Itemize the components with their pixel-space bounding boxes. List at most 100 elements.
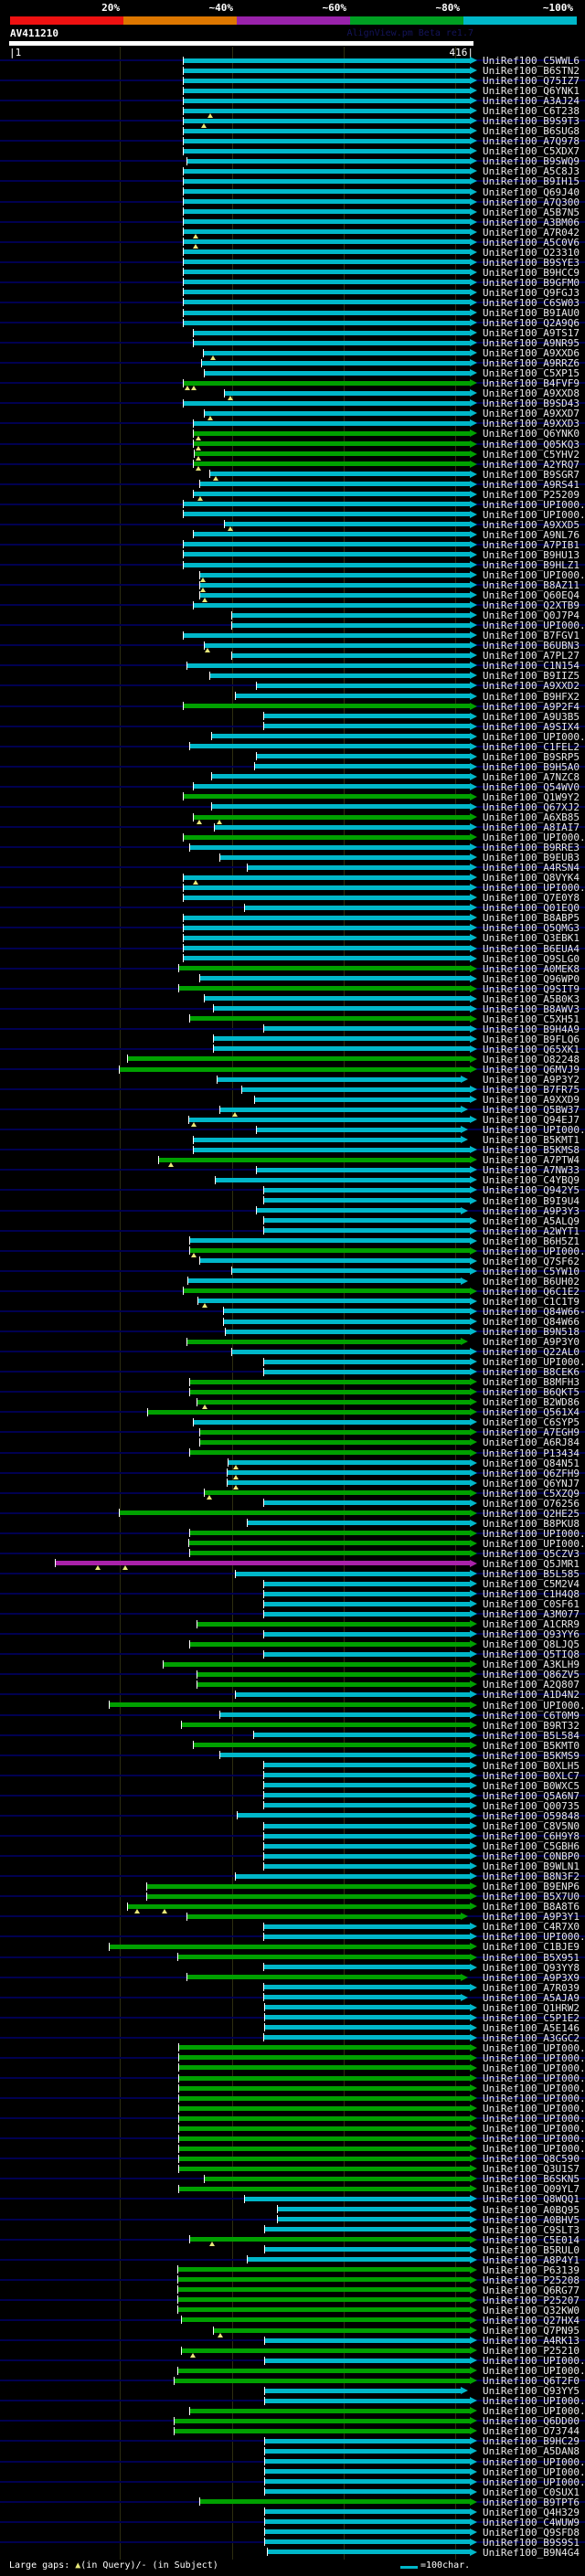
hit-label[interactable]: UniRef100_P25207 (483, 2294, 580, 2306)
hit-label[interactable]: UniRef100_A9XXD3 (483, 418, 580, 430)
alignment-bar[interactable] (183, 834, 470, 840)
alignment-bar[interactable] (179, 2166, 470, 2171)
hit-label[interactable]: UniRef100_B9ENP6 (483, 1881, 580, 1893)
alignment-bar[interactable] (227, 1480, 470, 1486)
hit-label[interactable]: UniRef100_Q1HRW2 (483, 2001, 580, 2014)
hit-label[interactable]: UniRef100_A1CRR9 (483, 1618, 580, 1631)
hit-label[interactable]: UniRef100_Q2XTB9 (483, 599, 580, 612)
alignment-bar[interactable] (186, 1975, 462, 1980)
hit-label[interactable]: UniRef100_O76256 (483, 1497, 580, 1510)
alignment-bar[interactable] (265, 2529, 470, 2535)
hit-label[interactable]: UniRef100_B8N3F2 (483, 1871, 580, 1883)
hit-label[interactable]: UniRef100_Q32KW0 (483, 2304, 580, 2316)
alignment-bar[interactable] (183, 632, 470, 638)
hit-label[interactable]: UniRef100_A9RRZ6 (483, 357, 580, 370)
alignment-bar[interactable] (255, 764, 470, 769)
alignment-bar[interactable] (187, 1278, 462, 1284)
alignment-bar[interactable] (183, 78, 470, 83)
alignment-bar[interactable] (265, 2015, 470, 2020)
hit-label[interactable]: UniRef100_B9N518 (483, 1326, 580, 1339)
alignment-bar[interactable] (193, 1419, 470, 1425)
hit-label[interactable]: UniRef100_B9SRP5 (483, 750, 580, 763)
hit-label[interactable]: UniRef100_B8CEK6 (483, 1366, 580, 1379)
hit-label[interactable]: UniRef100_Q6ZFH9 (483, 1467, 580, 1479)
alignment-bar[interactable] (200, 1439, 470, 1445)
alignment-bar[interactable] (183, 704, 470, 709)
hit-label[interactable]: UniRef100_B5X7U0 (483, 1891, 580, 1903)
hit-label[interactable]: UniRef100_Q84W66-2 (483, 1305, 585, 1318)
alignment-bar[interactable] (127, 1056, 470, 1062)
hit-label[interactable]: UniRef100_A5C8J3 (483, 165, 580, 178)
hit-label[interactable]: UniRef100_A3KLH9 (483, 1659, 580, 1671)
alignment-bar[interactable] (264, 1228, 470, 1234)
alignment-bar[interactable] (224, 1309, 470, 1314)
alignment-bar[interactable] (200, 582, 470, 588)
alignment-bar[interactable] (220, 854, 470, 860)
alignment-bar[interactable] (179, 2085, 470, 2091)
hit-label[interactable]: UniRef100_B9IAU0 (483, 307, 580, 319)
hit-label[interactable]: UniRef100_Q9SLG0 (483, 952, 580, 965)
alignment-bar[interactable] (264, 1773, 470, 1778)
alignment-bar[interactable] (190, 1016, 470, 1022)
hit-label[interactable]: UniRef100_B9IH15 (483, 175, 580, 188)
alignment-bar[interactable] (264, 1934, 470, 1939)
hit-label[interactable]: UniRef100_UPI000.. (483, 508, 585, 521)
alignment-bar[interactable] (193, 532, 470, 537)
alignment-bar[interactable] (210, 673, 470, 678)
hit-label[interactable]: UniRef100_UPI000.. (483, 2355, 585, 2368)
hit-label[interactable]: UniRef100_Q942Y5 (483, 1184, 580, 1197)
alignment-bar[interactable] (205, 370, 470, 376)
alignment-bar[interactable] (183, 118, 470, 123)
hit-label[interactable]: UniRef100_Q7PN95 (483, 2325, 580, 2337)
alignment-bar[interactable] (227, 1470, 470, 1476)
hit-label[interactable]: UniRef100_P25209 (483, 488, 580, 501)
alignment-bar[interactable] (214, 1036, 470, 1042)
alignment-bar[interactable] (190, 1238, 470, 1244)
hit-label[interactable]: UniRef100_B8AZ11 (483, 579, 580, 592)
alignment-bar[interactable] (183, 885, 470, 890)
hit-label[interactable]: UniRef100_A7PL27 (483, 650, 580, 663)
alignment-bar[interactable] (220, 1107, 462, 1112)
alignment-bar[interactable] (190, 844, 470, 850)
alignment-bar[interactable] (183, 68, 470, 73)
hit-label[interactable]: UniRef100_C6H9Y8 (483, 1830, 580, 1843)
hit-label[interactable]: UniRef100_Q94EJ7 (483, 1114, 580, 1127)
alignment-bar[interactable] (183, 98, 470, 103)
alignment-bar[interactable] (265, 2539, 470, 2545)
alignment-bar[interactable] (265, 2438, 470, 2443)
hit-label[interactable]: UniRef100_B9S9T3 (483, 115, 580, 128)
alignment-bar[interactable] (193, 420, 470, 426)
alignment-bar[interactable] (265, 2337, 470, 2343)
hit-label[interactable]: UniRef100_A7Q300 (483, 196, 580, 208)
hit-label[interactable]: UniRef100_A3BM06 (483, 216, 580, 228)
alignment-bar[interactable] (177, 2277, 470, 2283)
hit-label[interactable]: UniRef100_Q6C1E2 (483, 1285, 580, 1298)
alignment-bar[interactable] (256, 754, 470, 759)
alignment-bar[interactable] (183, 239, 470, 245)
alignment-bar[interactable] (237, 1813, 470, 1818)
alignment-bar[interactable] (175, 2428, 470, 2433)
alignment-bar[interactable] (183, 895, 470, 900)
alignment-bar[interactable] (193, 1147, 470, 1152)
hit-label[interactable]: UniRef100_A1D4N2 (483, 1689, 580, 1701)
alignment-bar[interactable] (264, 1611, 470, 1617)
alignment-bar[interactable] (183, 189, 470, 195)
alignment-bar[interactable] (197, 1621, 470, 1627)
alignment-bar[interactable] (264, 1965, 470, 1970)
hit-label[interactable]: UniRef100_Q65XK1 (483, 1043, 580, 1055)
alignment-bar[interactable] (147, 1409, 470, 1415)
hit-label[interactable]: UniRef100_A5DAN8 (483, 2445, 580, 2458)
hit-label[interactable]: UniRef100_Q93YY5 (483, 2385, 580, 2398)
alignment-bar[interactable] (183, 300, 470, 305)
hit-label[interactable]: UniRef100_B9EUB3 (483, 852, 580, 864)
alignment-bar[interactable] (264, 1631, 470, 1637)
hit-label[interactable]: UniRef100_A9XXD2 (483, 680, 580, 693)
alignment-bar[interactable] (179, 2146, 470, 2151)
hit-label[interactable]: UniRef100_B5L585 (483, 1568, 580, 1580)
hit-label[interactable]: UniRef100_UPI000.. (483, 1699, 585, 1712)
hit-label[interactable]: UniRef100_B0XLH5 (483, 1759, 580, 1772)
alignment-bar[interactable] (193, 340, 470, 345)
alignment-bar[interactable] (183, 875, 470, 880)
hit-label[interactable]: UniRef100_B9HU13 (483, 548, 580, 561)
hit-label[interactable]: UniRef100_C1H4Q8 (483, 1588, 580, 1601)
